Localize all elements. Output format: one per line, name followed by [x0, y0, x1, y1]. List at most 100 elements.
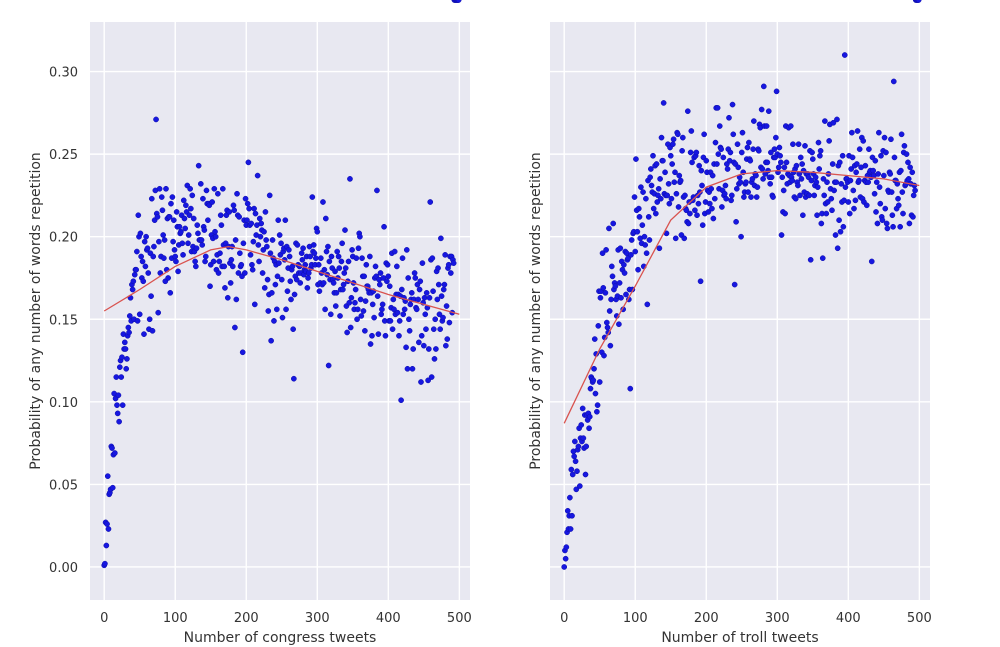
data-point — [783, 159, 790, 166]
data-point — [875, 171, 881, 177]
data-point — [573, 486, 580, 493]
data-point — [156, 185, 163, 192]
data-point — [335, 253, 342, 260]
data-point — [374, 293, 381, 299]
data-point — [317, 255, 324, 262]
data-point — [882, 205, 889, 212]
data-point — [828, 195, 835, 202]
data-point — [138, 253, 144, 260]
data-point — [200, 195, 206, 202]
data-point — [316, 288, 323, 295]
data-point — [777, 152, 783, 159]
data-point — [114, 410, 121, 417]
data-point — [180, 197, 187, 204]
data-point — [391, 248, 398, 255]
data-point — [131, 271, 138, 278]
data-point — [320, 280, 327, 286]
data-point — [170, 217, 177, 224]
data-point — [193, 245, 200, 252]
data-point — [824, 179, 830, 186]
data-point — [254, 172, 261, 179]
data-point — [667, 152, 674, 159]
data-point — [358, 313, 365, 319]
data-point — [133, 266, 140, 273]
data-point — [156, 238, 162, 245]
data-point — [670, 136, 677, 143]
data-point — [377, 270, 384, 276]
data-point — [273, 306, 280, 313]
data-point — [158, 194, 165, 200]
data-point — [873, 209, 879, 215]
data-point — [284, 288, 291, 295]
data-point — [808, 177, 815, 184]
data-point — [244, 200, 251, 207]
data-point — [873, 179, 880, 186]
data-point — [806, 192, 813, 199]
data-point — [432, 316, 439, 323]
data-point — [209, 199, 216, 205]
data-point — [136, 311, 143, 318]
data-point — [441, 281, 448, 288]
data-point — [265, 308, 272, 314]
data-point — [380, 275, 387, 281]
data-point — [901, 143, 908, 149]
data-point — [879, 217, 886, 224]
data-point — [104, 473, 111, 479]
data-point — [443, 342, 449, 349]
data-point — [115, 392, 122, 399]
data-point — [697, 189, 703, 195]
data-point — [201, 227, 208, 233]
y-tick-label: 0.20 — [49, 231, 78, 246]
data-point — [212, 233, 219, 240]
data-point — [236, 214, 243, 220]
data-point — [681, 235, 688, 242]
data-point — [849, 154, 856, 161]
data-point — [738, 149, 745, 156]
y-tick-label: 0.25 — [49, 148, 78, 163]
data-point — [228, 256, 235, 263]
data-point — [910, 192, 917, 199]
data-point — [215, 190, 221, 197]
x-tick-label: 0 — [560, 611, 568, 626]
data-point — [665, 180, 672, 187]
data-point — [698, 167, 705, 174]
data-point — [781, 164, 788, 171]
data-point — [816, 166, 823, 172]
data-point — [422, 311, 429, 318]
data-point — [695, 200, 702, 207]
data-point — [768, 174, 775, 181]
data-point — [282, 217, 289, 224]
y-axis-label: Probability of any number of words repet… — [28, 152, 44, 470]
data-point — [634, 228, 641, 235]
data-point — [340, 286, 346, 293]
data-point — [413, 306, 420, 313]
data-point — [728, 192, 735, 199]
data-point — [604, 324, 611, 331]
data-point — [748, 194, 754, 200]
data-point — [396, 318, 403, 324]
data-point — [435, 265, 441, 271]
data-point — [771, 146, 778, 153]
data-point — [664, 192, 671, 199]
data-point — [216, 258, 223, 265]
data-point — [371, 314, 377, 321]
data-point — [746, 139, 752, 146]
data-point — [860, 138, 867, 144]
data-point — [245, 159, 252, 166]
data-point — [218, 222, 225, 228]
data-point — [195, 162, 202, 169]
data-point — [125, 324, 132, 331]
data-point — [738, 233, 744, 240]
data-point — [217, 212, 224, 219]
data-point — [795, 182, 801, 189]
data-point — [126, 329, 132, 336]
scatter-points — [561, 0, 922, 570]
data-point — [444, 336, 451, 342]
data-point — [728, 197, 734, 204]
data-point — [369, 332, 375, 339]
data-point — [672, 235, 679, 242]
data-point — [898, 131, 905, 138]
data-point — [632, 248, 639, 255]
data-point — [889, 212, 896, 219]
data-point — [425, 377, 431, 384]
